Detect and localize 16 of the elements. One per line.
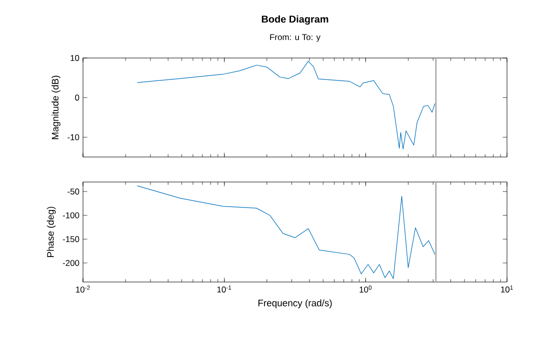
y-tick-label: -200	[62, 260, 80, 266]
x-tick-label: 10$^{-2}$	[76, 286, 90, 293]
y-tick-label: 10	[70, 55, 80, 61]
y-tick-label: -10	[68, 134, 80, 140]
x-tick-label: 10$^{0}$	[360, 286, 372, 293]
y-axis-title: Magnitude (dB)	[52, 76, 60, 140]
y-tick-label: 0	[75, 94, 80, 101]
x-tick-label: 10$^{-1}$	[217, 286, 232, 292]
y-tick-label: -150	[62, 236, 80, 242]
chart-title: Bode Diagram	[262, 15, 328, 25]
y-tick-label: -50	[68, 188, 80, 195]
y-axis-title: Phase (deg)	[46, 206, 56, 257]
y-tick-label: -100	[62, 212, 80, 218]
x-axis-title: Frequency (rad/s)	[258, 299, 332, 308]
x-tick-label: 10$^{1}$	[501, 286, 513, 292]
chart-subtitle: From: u To: y	[270, 34, 320, 42]
